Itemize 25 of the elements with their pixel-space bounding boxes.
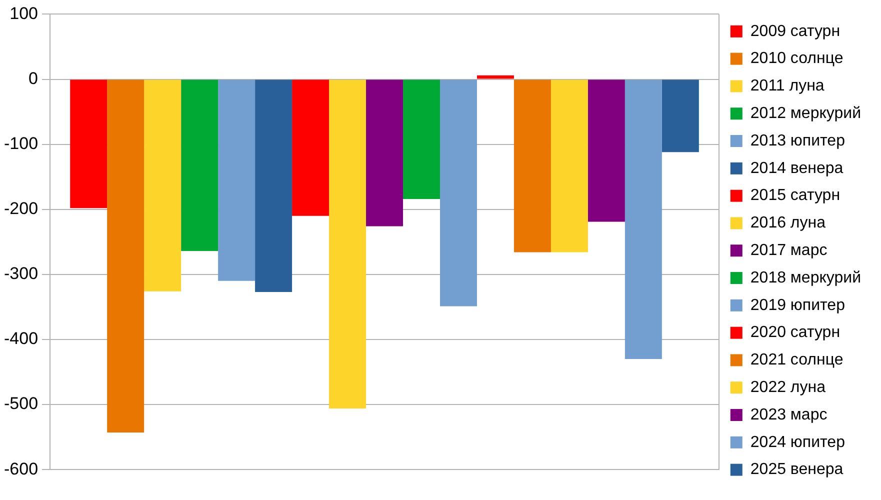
legend-label: 2021 солнце xyxy=(750,352,844,369)
legend-label: 2011 луна xyxy=(750,78,824,95)
legend-label: 2010 солнце xyxy=(750,50,844,68)
legend-label: 2009 сатурн xyxy=(750,22,840,40)
y-tick-label: 100 xyxy=(10,4,38,23)
legend-label: 2015 сатурн xyxy=(750,187,840,204)
legend-label: 2017 марс xyxy=(750,242,828,260)
legend-label: 2025 венера xyxy=(750,461,844,478)
y-tick-label: 0 xyxy=(28,68,38,88)
y-tick-label: -200 xyxy=(4,199,38,218)
y-tick-label: -100 xyxy=(4,134,38,153)
y-tick-label: -400 xyxy=(4,329,38,348)
legend-label: 2019 юпитер xyxy=(750,296,846,314)
y-tick-label: -500 xyxy=(4,394,38,414)
legend-label: 2016 луна xyxy=(750,214,826,232)
legend-label: 2014 венера xyxy=(750,160,844,177)
legend-label: 2023 марс xyxy=(750,406,828,424)
legend-label: 2022 луна xyxy=(750,379,826,396)
y-tick-label: -600 xyxy=(4,459,38,478)
legend-label: 2012 меркурий xyxy=(750,105,861,122)
y-tick-label: -300 xyxy=(4,264,38,284)
legend-label: 2020 сатурн xyxy=(750,324,840,342)
legend-label: 2018 меркурий xyxy=(750,269,861,286)
legend-label: 2024 юпитер xyxy=(750,434,846,451)
legend-label: 2013 юпитер xyxy=(750,132,846,150)
